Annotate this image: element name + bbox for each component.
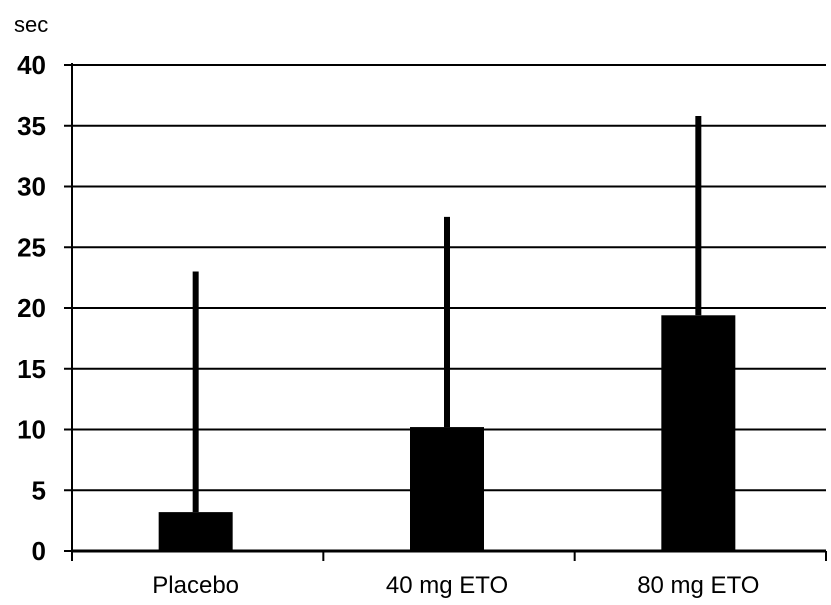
y-tick-label-10: 10 — [17, 415, 46, 445]
x-axis-ticks: Placebo 40 mg ETO 80 mg ETO — [71, 551, 827, 599]
y-axis-unit-label: sec — [14, 12, 48, 37]
y-tick-label-15: 15 — [17, 354, 46, 384]
y-tick-label-40: 40 — [17, 50, 46, 80]
y-tick-label-25: 25 — [17, 232, 46, 262]
x-tick-label-1: Placebo — [152, 572, 239, 599]
axes — [71, 63, 826, 553]
x-tick-label-2: 40 mg ETO — [386, 572, 508, 599]
x-tick-label-3: 80 mg ETO — [637, 572, 759, 599]
y-tick-label-20: 20 — [17, 293, 46, 323]
y-axis-ticks: 0 5 10 15 20 25 30 35 40 — [17, 50, 72, 566]
y-tick-label-0: 0 — [32, 536, 46, 566]
y-tick-label-30: 30 — [17, 172, 46, 202]
bar-1 — [158, 512, 233, 551]
y-tick-label-5: 5 — [32, 475, 46, 505]
error-bars — [192, 116, 702, 513]
bars — [158, 315, 736, 551]
y-tick-label-35: 35 — [17, 111, 46, 141]
bar-3 — [661, 315, 736, 551]
bar-2 — [410, 427, 484, 551]
